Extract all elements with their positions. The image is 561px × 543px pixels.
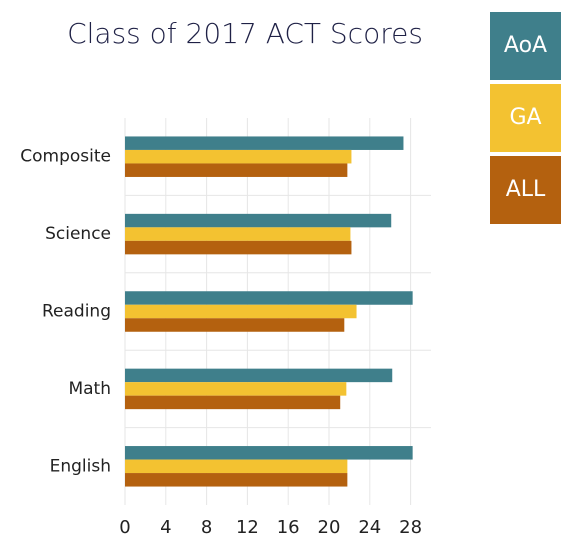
y-tick-label: English: [50, 456, 111, 476]
legend-label: AoA: [504, 33, 547, 58]
chart-title: Class of 2017 ACT Scores: [67, 17, 423, 50]
bar: [125, 459, 348, 474]
bar: [125, 240, 352, 255]
y-tick-label: Composite: [20, 147, 111, 167]
bar: [125, 304, 357, 319]
legend-swatch: [490, 156, 561, 224]
x-tick-label: 12: [236, 517, 259, 538]
legend-label: GA: [509, 105, 541, 130]
bar: [125, 213, 392, 228]
bar: [125, 149, 352, 164]
bar: [125, 395, 341, 410]
bar: [125, 318, 345, 332]
y-tick-label: Math: [68, 379, 111, 399]
x-tick-label: 0: [119, 517, 130, 538]
y-tick-label: Science: [45, 224, 111, 244]
bar: [125, 291, 413, 305]
bar: [125, 368, 393, 383]
x-tick-label: 20: [318, 517, 341, 538]
legend-label: ALL: [506, 177, 546, 202]
bar: [125, 163, 348, 177]
x-tick-label: 24: [358, 517, 381, 538]
legend-swatch: [490, 12, 561, 80]
x-tick-label: 28: [399, 517, 422, 538]
bar: [125, 473, 348, 487]
legend-swatch: [490, 84, 561, 152]
bar: [125, 446, 413, 460]
y-tick-label: Reading: [42, 302, 111, 322]
bar: [125, 382, 347, 396]
bar: [125, 227, 351, 241]
x-tick-label: 4: [160, 517, 171, 538]
x-tick-label: 16: [277, 517, 300, 538]
x-tick-label: 8: [201, 517, 212, 538]
bar: [125, 136, 404, 150]
